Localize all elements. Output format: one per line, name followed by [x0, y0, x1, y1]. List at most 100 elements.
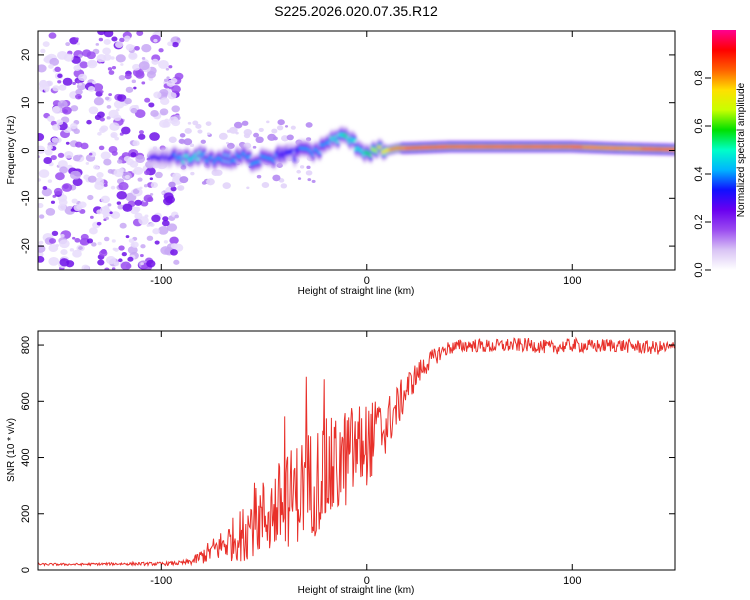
- noise-blob: [78, 82, 82, 86]
- snr-x-tick-label: 0: [364, 575, 370, 587]
- spectrogram-y-tick-label: -20: [20, 238, 32, 254]
- spectrogram-y-label: Frequency (Hz): [6, 116, 17, 185]
- noise-blob: [108, 70, 115, 75]
- noise-blob: [132, 140, 140, 147]
- noise-blob: [97, 259, 105, 266]
- noise-blob: [51, 137, 59, 143]
- noise-blob: [97, 111, 105, 118]
- transition-blob: [206, 178, 215, 186]
- noise-blob: [72, 249, 82, 258]
- transition-blob: [222, 182, 231, 189]
- noise-blob: [116, 190, 127, 200]
- noise-blob: [141, 43, 152, 53]
- noise-blob: [75, 93, 82, 100]
- noise-blob: [125, 235, 130, 239]
- transition-blob: [177, 185, 185, 191]
- noise-blob: [100, 90, 104, 94]
- noise-blob: [89, 227, 98, 235]
- noise-blob: [168, 65, 173, 69]
- noise-blob: [56, 119, 64, 126]
- noise-blob: [107, 203, 112, 207]
- noise-blob: [131, 79, 137, 84]
- noise-blob: [136, 31, 144, 36]
- noise-blob: [98, 37, 104, 42]
- noise-blob: [105, 255, 116, 265]
- noise-blob: [52, 124, 61, 131]
- noise-blob: [38, 178, 41, 182]
- noise-blob: [146, 235, 154, 241]
- noise-blob: [79, 61, 89, 69]
- snr-x-tick-label: -100: [150, 575, 172, 587]
- noise-blob: [103, 158, 112, 166]
- spectrogram-y-ticks: -20 -10 0 10 20: [20, 49, 675, 254]
- noise-blob: [160, 191, 165, 195]
- noise-blob: [174, 72, 184, 80]
- transition-blob: [267, 133, 277, 141]
- noise-blob: [111, 267, 116, 270]
- noise-blob: [44, 87, 50, 93]
- noise-blob: [59, 166, 68, 174]
- noise-blob: [158, 59, 169, 69]
- snr-x-tick-label: 100: [563, 575, 581, 587]
- noise-blob: [97, 31, 106, 36]
- noise-blob: [116, 201, 122, 205]
- noise-blob: [57, 160, 68, 169]
- noise-blob: [171, 85, 181, 94]
- noise-blob: [54, 66, 61, 73]
- noise-blob: [118, 75, 126, 81]
- noise-blob: [38, 240, 44, 245]
- snr-y-tick-label: 400: [20, 448, 32, 466]
- noise-blob: [99, 206, 111, 215]
- noise-blob: [99, 117, 105, 122]
- noise-blob: [38, 133, 45, 142]
- transition-blob: [179, 176, 189, 184]
- snr-y-tick-label: 0: [20, 567, 32, 573]
- noise-blob: [103, 54, 112, 61]
- snr-y-label: SNR (10 * v/v): [6, 418, 17, 482]
- transition-blob: [190, 171, 195, 176]
- noise-blob: [167, 91, 177, 100]
- noise-blob: [114, 136, 120, 141]
- noise-blob: [113, 114, 122, 122]
- noise-blob: [127, 246, 138, 255]
- spectrogram-x-label: Height of straight line (km): [298, 286, 415, 297]
- noise-blob: [126, 158, 135, 166]
- noise-blob: [140, 262, 144, 266]
- transition-blob: [241, 120, 249, 126]
- noise-blob: [117, 204, 124, 210]
- transition-blob: [211, 169, 220, 176]
- transition-blob: [195, 123, 202, 129]
- noise-blob: [47, 115, 55, 122]
- noise-blob: [115, 54, 126, 63]
- noise-blob: [87, 194, 94, 201]
- noise-blob: [48, 256, 60, 266]
- noise-blob: [134, 109, 146, 118]
- transition-blob: [178, 138, 185, 144]
- noise-blob: [158, 226, 169, 235]
- transition-blob: [255, 136, 264, 144]
- ridge-marks: [148, 125, 675, 174]
- noise-blob: [120, 261, 132, 270]
- noise-blob: [169, 236, 179, 245]
- noise-blob: [97, 241, 102, 246]
- noise-blob: [103, 236, 110, 242]
- noise-blob: [143, 194, 153, 203]
- noise-blob: [103, 183, 108, 187]
- noise-blob: [104, 267, 110, 270]
- noise-blob: [170, 186, 177, 192]
- transition-blob: [280, 183, 288, 189]
- transition-blob: [306, 165, 311, 170]
- noise-blob: [85, 161, 90, 165]
- transition-blob: [271, 128, 278, 134]
- noise-blob: [38, 145, 46, 154]
- noise-blob: [120, 63, 124, 66]
- noise-blob: [137, 133, 146, 140]
- noise-blob: [70, 123, 78, 130]
- noise-blob: [43, 156, 53, 165]
- noise-blob: [38, 255, 45, 263]
- noise-blob: [130, 243, 135, 247]
- noise-blob: [57, 100, 68, 109]
- noise-blob: [167, 41, 173, 47]
- transition-blob: [297, 177, 302, 180]
- noise-blob: [111, 36, 118, 42]
